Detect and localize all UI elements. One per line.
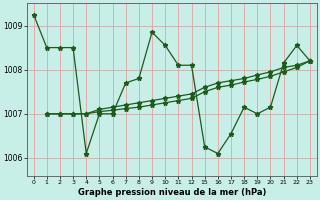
X-axis label: Graphe pression niveau de la mer (hPa): Graphe pression niveau de la mer (hPa) — [77, 188, 266, 197]
